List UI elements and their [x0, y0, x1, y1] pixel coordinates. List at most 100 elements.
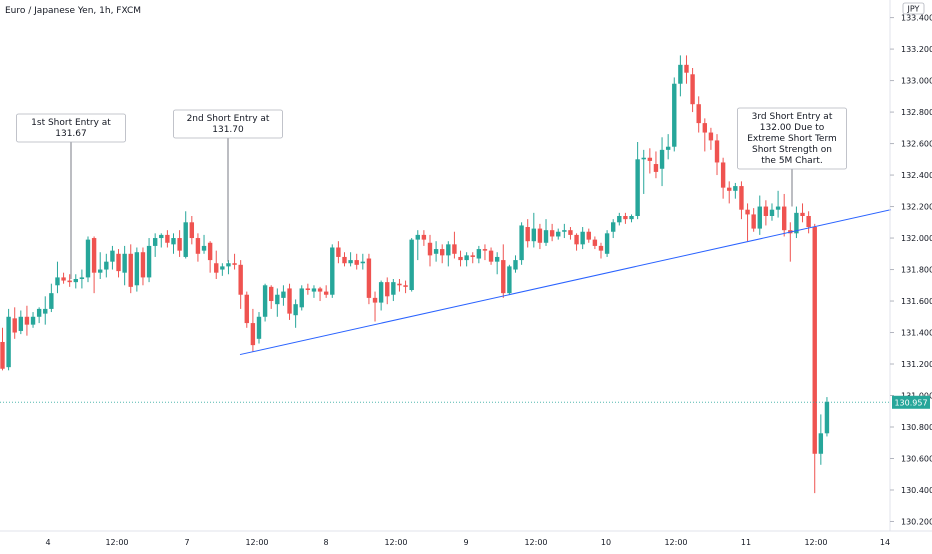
trendline[interactable] [239, 209, 892, 356]
candle-body [244, 294, 249, 324]
candle-body [696, 104, 701, 124]
candle [183, 211, 188, 259]
candles-layer [0, 55, 830, 494]
candle-body [519, 225, 524, 261]
annotation-text: Short Strength on [752, 145, 832, 155]
annotation-box [173, 109, 283, 139]
y-tick-label: 131.400 [901, 329, 932, 338]
candle [525, 219, 530, 248]
candle-body [806, 216, 811, 228]
y-tick-label: 131.800 [901, 266, 932, 275]
candle-body [672, 83, 677, 147]
candle-body [128, 253, 133, 287]
candle [415, 230, 420, 261]
candle [85, 236, 91, 283]
candle-body [549, 230, 555, 237]
candle-body [256, 316, 262, 339]
candle-body [122, 253, 127, 273]
x-tick-label: 12:00 [524, 538, 547, 547]
candle-body [690, 74, 695, 105]
candle [226, 260, 231, 275]
candle-body [775, 206, 781, 210]
candle [635, 141, 640, 220]
candle [769, 203, 775, 221]
candle [330, 244, 335, 298]
candle [702, 118, 708, 152]
candle [433, 241, 439, 262]
candle [91, 236, 97, 294]
x-tick-label: 8 [323, 538, 328, 547]
candle [714, 134, 720, 176]
candle [207, 241, 213, 273]
candle-body [98, 269, 103, 273]
candle [824, 397, 830, 437]
candle [708, 127, 714, 150]
candle [18, 310, 24, 335]
currency-badge[interactable] [902, 2, 925, 15]
candle [195, 233, 201, 262]
candle-body [287, 288, 292, 314]
candle [623, 212, 628, 224]
candle [488, 247, 494, 265]
candle-body [440, 249, 445, 256]
candle [220, 263, 225, 276]
y-tick-label: 131.200 [901, 360, 932, 369]
candle-body [226, 263, 231, 267]
candle [146, 238, 152, 283]
candle [378, 280, 384, 311]
y-tick-label: 132.200 [901, 203, 932, 212]
candle [672, 77, 677, 152]
candle-body [458, 256, 463, 261]
candle-body [171, 238, 176, 245]
candle-body [85, 239, 91, 278]
candle-body [305, 288, 311, 291]
candle [116, 249, 121, 278]
candle-body [427, 242, 433, 256]
candle-body [18, 316, 24, 331]
candle [311, 285, 317, 298]
candle [800, 203, 805, 223]
candle-body [769, 209, 775, 216]
x-tick-label: 9 [463, 538, 468, 547]
candle-body [330, 247, 335, 295]
candle [604, 230, 610, 257]
candle [556, 228, 561, 240]
candle-body [30, 316, 36, 325]
candle-body [763, 206, 769, 216]
candle-body [659, 149, 665, 169]
candle-body [488, 250, 494, 262]
candle [629, 214, 634, 223]
candle-body [562, 230, 567, 232]
annotation-text: 2nd Short Entry at [187, 114, 270, 124]
x-tick-label: 10 [601, 538, 611, 547]
candle [733, 182, 738, 199]
candle-body [79, 277, 85, 279]
candle [647, 148, 653, 174]
candle [305, 283, 311, 295]
candle [152, 233, 158, 257]
candle [61, 272, 66, 284]
candle [549, 223, 555, 242]
candle [531, 212, 537, 248]
candle-body [183, 222, 188, 257]
candle [665, 134, 671, 160]
candle [6, 308, 11, 371]
candle [739, 181, 744, 220]
candle [104, 253, 109, 278]
candle [659, 137, 665, 187]
candle-body [391, 282, 396, 295]
candle-body [525, 227, 530, 242]
candle [73, 274, 78, 289]
candle-body [0, 341, 5, 369]
candle [256, 312, 262, 344]
candle-body [317, 288, 323, 292]
candle-body [67, 280, 72, 283]
candle-body [397, 283, 402, 286]
candle [690, 67, 695, 113]
